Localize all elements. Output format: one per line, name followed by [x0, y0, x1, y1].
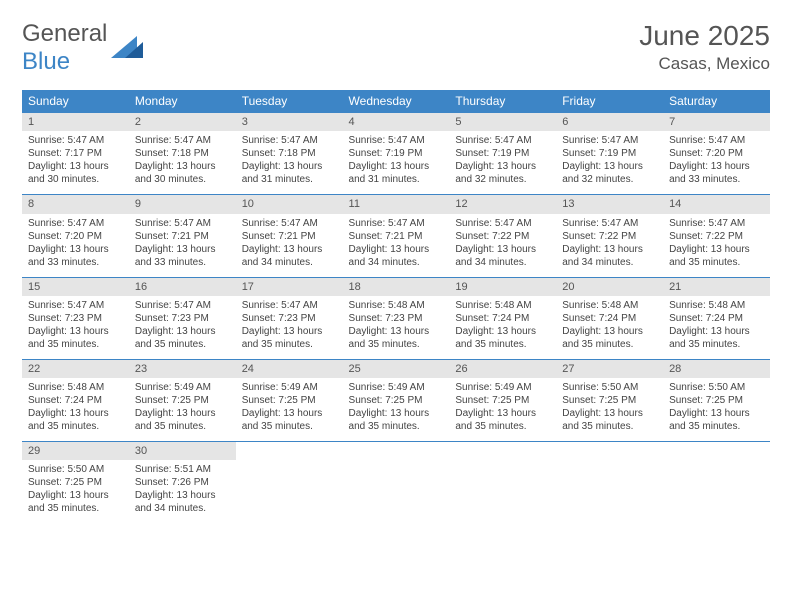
weekday-header: Monday: [129, 90, 236, 113]
weekday-header-row: SundayMondayTuesdayWednesdayThursdayFrid…: [22, 90, 770, 113]
day-detail-cell: Sunrise: 5:48 AMSunset: 7:24 PMDaylight:…: [663, 296, 770, 360]
logo-text-2: Blue: [22, 48, 70, 75]
day-number-cell: 29: [22, 442, 129, 461]
day-number-cell: 13: [556, 195, 663, 214]
title-block: June 2025 Casas, Mexico: [639, 20, 770, 74]
day-number-cell: 30: [129, 442, 236, 461]
day-number-cell: 28: [663, 359, 770, 378]
day-detail-cell: Sunrise: 5:47 AMSunset: 7:19 PMDaylight:…: [343, 131, 450, 195]
weekday-header: Wednesday: [343, 90, 450, 113]
day-number-cell: 10: [236, 195, 343, 214]
day-number-cell: 21: [663, 277, 770, 296]
day-number-cell: 6: [556, 113, 663, 132]
day-detail-cell: Sunrise: 5:47 AMSunset: 7:19 PMDaylight:…: [556, 131, 663, 195]
day-number-cell: 25: [343, 359, 450, 378]
weekday-header: Sunday: [22, 90, 129, 113]
day-number-cell: 14: [663, 195, 770, 214]
day-number-cell: 8: [22, 195, 129, 214]
day-detail-cell: Sunrise: 5:47 AMSunset: 7:21 PMDaylight:…: [236, 214, 343, 278]
day-detail-cell: Sunrise: 5:50 AMSunset: 7:25 PMDaylight:…: [556, 378, 663, 442]
day-detail-cell: Sunrise: 5:47 AMSunset: 7:23 PMDaylight:…: [129, 296, 236, 360]
day-detail-cell: Sunrise: 5:47 AMSunset: 7:19 PMDaylight:…: [449, 131, 556, 195]
day-number-cell: 7: [663, 113, 770, 132]
day-detail-cell: Sunrise: 5:49 AMSunset: 7:25 PMDaylight:…: [449, 378, 556, 442]
day-number-cell: 27: [556, 359, 663, 378]
calendar-table: SundayMondayTuesdayWednesdayThursdayFrid…: [22, 90, 770, 523]
day-detail-cell: Sunrise: 5:47 AMSunset: 7:21 PMDaylight:…: [343, 214, 450, 278]
day-number-cell: [556, 442, 663, 461]
logo-text-1: General: [22, 20, 107, 47]
day-number-row: 22232425262728: [22, 359, 770, 378]
weekday-header: Saturday: [663, 90, 770, 113]
day-number-cell: 3: [236, 113, 343, 132]
day-number-cell: 12: [449, 195, 556, 214]
day-detail-cell: Sunrise: 5:49 AMSunset: 7:25 PMDaylight:…: [343, 378, 450, 442]
day-number-cell: 17: [236, 277, 343, 296]
day-detail-cell: Sunrise: 5:47 AMSunset: 7:17 PMDaylight:…: [22, 131, 129, 195]
day-detail-cell: Sunrise: 5:50 AMSunset: 7:25 PMDaylight:…: [663, 378, 770, 442]
day-detail-row: Sunrise: 5:47 AMSunset: 7:23 PMDaylight:…: [22, 296, 770, 360]
day-detail-row: Sunrise: 5:47 AMSunset: 7:17 PMDaylight:…: [22, 131, 770, 195]
day-detail-cell: Sunrise: 5:47 AMSunset: 7:20 PMDaylight:…: [22, 214, 129, 278]
day-number-row: 2930: [22, 442, 770, 461]
day-number-cell: 5: [449, 113, 556, 132]
day-number-row: 15161718192021: [22, 277, 770, 296]
day-detail-cell: Sunrise: 5:47 AMSunset: 7:22 PMDaylight:…: [556, 214, 663, 278]
day-detail-cell: Sunrise: 5:47 AMSunset: 7:18 PMDaylight:…: [129, 131, 236, 195]
day-number-cell: [236, 442, 343, 461]
day-detail-cell: Sunrise: 5:47 AMSunset: 7:18 PMDaylight:…: [236, 131, 343, 195]
day-number-cell: 16: [129, 277, 236, 296]
day-detail-cell: Sunrise: 5:47 AMSunset: 7:22 PMDaylight:…: [663, 214, 770, 278]
day-number-cell: [343, 442, 450, 461]
weekday-header: Friday: [556, 90, 663, 113]
day-detail-row: Sunrise: 5:50 AMSunset: 7:25 PMDaylight:…: [22, 460, 770, 523]
header: General Blue June 2025 Casas, Mexico: [22, 20, 770, 76]
day-detail-row: Sunrise: 5:48 AMSunset: 7:24 PMDaylight:…: [22, 378, 770, 442]
day-detail-cell: Sunrise: 5:47 AMSunset: 7:23 PMDaylight:…: [22, 296, 129, 360]
day-detail-cell: Sunrise: 5:49 AMSunset: 7:25 PMDaylight:…: [129, 378, 236, 442]
day-number-cell: 18: [343, 277, 450, 296]
day-detail-cell: Sunrise: 5:49 AMSunset: 7:25 PMDaylight:…: [236, 378, 343, 442]
location: Casas, Mexico: [639, 54, 770, 74]
day-detail-cell: [449, 460, 556, 523]
day-detail-cell: Sunrise: 5:47 AMSunset: 7:21 PMDaylight:…: [129, 214, 236, 278]
day-number-cell: 23: [129, 359, 236, 378]
day-detail-cell: Sunrise: 5:48 AMSunset: 7:24 PMDaylight:…: [22, 378, 129, 442]
day-detail-cell: Sunrise: 5:48 AMSunset: 7:24 PMDaylight:…: [556, 296, 663, 360]
day-detail-cell: Sunrise: 5:48 AMSunset: 7:24 PMDaylight:…: [449, 296, 556, 360]
day-number-cell: 22: [22, 359, 129, 378]
day-number-cell: 11: [343, 195, 450, 214]
day-number-cell: [449, 442, 556, 461]
day-detail-cell: Sunrise: 5:47 AMSunset: 7:23 PMDaylight:…: [236, 296, 343, 360]
day-detail-cell: [663, 460, 770, 523]
logo: General Blue: [22, 20, 143, 76]
day-number-cell: 19: [449, 277, 556, 296]
day-detail-cell: [236, 460, 343, 523]
day-number-row: 1234567: [22, 113, 770, 132]
day-detail-cell: Sunrise: 5:47 AMSunset: 7:20 PMDaylight:…: [663, 131, 770, 195]
day-detail-cell: [556, 460, 663, 523]
day-detail-row: Sunrise: 5:47 AMSunset: 7:20 PMDaylight:…: [22, 214, 770, 278]
day-number-row: 891011121314: [22, 195, 770, 214]
day-number-cell: 24: [236, 359, 343, 378]
day-number-cell: [663, 442, 770, 461]
day-number-cell: 1: [22, 113, 129, 132]
weekday-header: Tuesday: [236, 90, 343, 113]
day-number-cell: 20: [556, 277, 663, 296]
day-detail-cell: Sunrise: 5:47 AMSunset: 7:22 PMDaylight:…: [449, 214, 556, 278]
day-detail-cell: Sunrise: 5:50 AMSunset: 7:25 PMDaylight:…: [22, 460, 129, 523]
day-number-cell: 26: [449, 359, 556, 378]
month-title: June 2025: [639, 20, 770, 52]
logo-triangle-icon: [111, 34, 143, 62]
weekday-header: Thursday: [449, 90, 556, 113]
day-number-cell: 9: [129, 195, 236, 214]
day-detail-cell: Sunrise: 5:51 AMSunset: 7:26 PMDaylight:…: [129, 460, 236, 523]
day-detail-cell: Sunrise: 5:48 AMSunset: 7:23 PMDaylight:…: [343, 296, 450, 360]
day-detail-cell: [343, 460, 450, 523]
day-number-cell: 15: [22, 277, 129, 296]
day-number-cell: 2: [129, 113, 236, 132]
day-number-cell: 4: [343, 113, 450, 132]
